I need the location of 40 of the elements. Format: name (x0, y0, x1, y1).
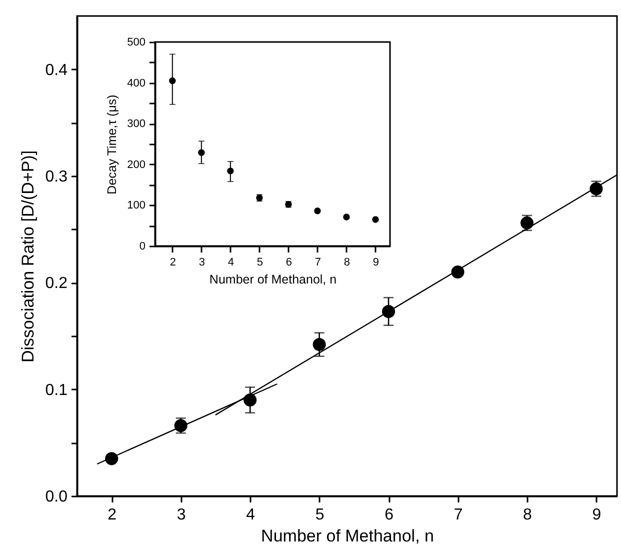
x-tick-label: 7 (314, 256, 322, 268)
point (227, 168, 234, 174)
x-tick-label: 8 (344, 256, 350, 268)
point (105, 452, 118, 466)
x-tick-label: 2 (108, 506, 117, 524)
y-tick-label: 300 (127, 118, 146, 130)
y-tick-label: 0 (139, 240, 146, 252)
y-tick-label: 400 (127, 77, 146, 90)
x-tick-label: 6 (384, 506, 394, 524)
y-tick-label: 0.1 (45, 382, 68, 399)
x-axis-title: Number of Methanol, n (261, 526, 434, 546)
x-tick-label: 2 (170, 256, 176, 268)
x-tick-label: 9 (372, 256, 380, 268)
point (372, 216, 379, 223)
y-tick-label: 200 (127, 158, 146, 171)
point (312, 338, 326, 352)
y-axis-title: Decay Time,τ (μs) (105, 94, 120, 194)
x-tick-label: 7 (454, 506, 463, 524)
x-tick-label: 6 (286, 256, 292, 268)
y-tick-label: 0.4 (45, 62, 68, 79)
y-tick-label: 100 (127, 200, 146, 212)
x-tick-label: 5 (315, 506, 324, 524)
y-tick-label: 0.0 (45, 488, 68, 506)
x-tick-label: 3 (176, 506, 186, 524)
point (343, 214, 350, 220)
y-tick-label: 500 (127, 36, 146, 48)
y-axis-title: Dissociation Ratio [D/(D+P)] (18, 150, 38, 363)
x-tick-label: 9 (592, 506, 602, 524)
x-axis-title: Number of Methanol, n (209, 272, 337, 286)
y-tick-label: 0.3 (45, 168, 68, 186)
point (198, 149, 205, 156)
x-tick-label: 4 (228, 256, 234, 268)
y-tick-label: 0.2 (45, 275, 68, 292)
point (314, 208, 321, 214)
x-tick-label: 4 (246, 506, 256, 524)
x-tick-label: 3 (198, 256, 205, 268)
point (169, 77, 176, 84)
x-tick-label: 8 (523, 506, 532, 524)
x-tick-label: 5 (256, 256, 264, 268)
point (451, 265, 464, 279)
